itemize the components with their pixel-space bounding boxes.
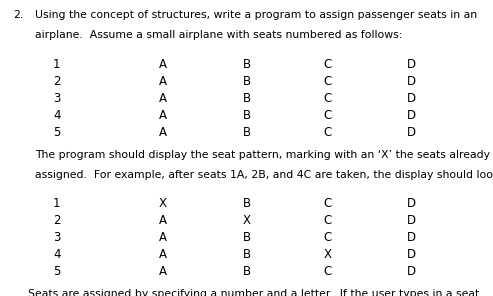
Text: D: D <box>407 214 416 227</box>
Text: D: D <box>407 58 416 71</box>
Text: 5: 5 <box>53 126 60 139</box>
Text: D: D <box>407 126 416 139</box>
Text: B: B <box>243 109 250 122</box>
Text: 4: 4 <box>53 248 61 261</box>
Text: A: A <box>159 58 167 71</box>
Text: C: C <box>324 265 332 278</box>
Text: C: C <box>324 58 332 71</box>
Text: The program should display the seat pattern, marking with an ‘X’ the seats alrea: The program should display the seat patt… <box>35 150 491 160</box>
Text: 1: 1 <box>53 197 61 210</box>
Text: 2: 2 <box>53 214 61 227</box>
Text: C: C <box>324 231 332 244</box>
Text: assigned.  For example, after seats 1A, 2B, and 4C are taken, the display should: assigned. For example, after seats 1A, 2… <box>35 170 493 180</box>
Text: C: C <box>324 109 332 122</box>
Text: B: B <box>243 92 250 105</box>
Text: D: D <box>407 197 416 210</box>
Text: B: B <box>243 75 250 88</box>
Text: C: C <box>324 197 332 210</box>
Text: B: B <box>243 197 250 210</box>
Text: 4: 4 <box>53 109 61 122</box>
Text: C: C <box>324 75 332 88</box>
Text: D: D <box>407 92 416 105</box>
Text: B: B <box>243 231 250 244</box>
Text: A: A <box>159 231 167 244</box>
Text: Using the concept of structures, write a program to assign passenger seats in an: Using the concept of structures, write a… <box>35 10 478 20</box>
Text: C: C <box>324 92 332 105</box>
Text: D: D <box>407 109 416 122</box>
Text: airplane.  Assume a small airplane with seats numbered as follows:: airplane. Assume a small airplane with s… <box>35 30 403 41</box>
Text: D: D <box>407 75 416 88</box>
Text: A: A <box>159 214 167 227</box>
Text: D: D <box>407 265 416 278</box>
Text: 2: 2 <box>53 75 61 88</box>
Text: C: C <box>324 214 332 227</box>
Text: A: A <box>159 92 167 105</box>
Text: Seats are assigned by specifying a number and a letter.  If the user types in a : Seats are assigned by specifying a numbe… <box>0 289 479 296</box>
Text: 1: 1 <box>53 58 61 71</box>
Text: 2.: 2. <box>13 10 23 20</box>
Text: 3: 3 <box>53 231 60 244</box>
Text: D: D <box>407 231 416 244</box>
Text: A: A <box>159 248 167 261</box>
Text: C: C <box>324 126 332 139</box>
Text: X: X <box>324 248 332 261</box>
Text: 5: 5 <box>53 265 60 278</box>
Text: A: A <box>159 109 167 122</box>
Text: B: B <box>243 126 250 139</box>
Text: B: B <box>243 265 250 278</box>
Text: A: A <box>159 265 167 278</box>
Text: 3: 3 <box>53 92 60 105</box>
Text: B: B <box>243 248 250 261</box>
Text: X: X <box>159 197 167 210</box>
Text: A: A <box>159 126 167 139</box>
Text: A: A <box>159 75 167 88</box>
Text: X: X <box>243 214 250 227</box>
Text: B: B <box>243 58 250 71</box>
Text: D: D <box>407 248 416 261</box>
